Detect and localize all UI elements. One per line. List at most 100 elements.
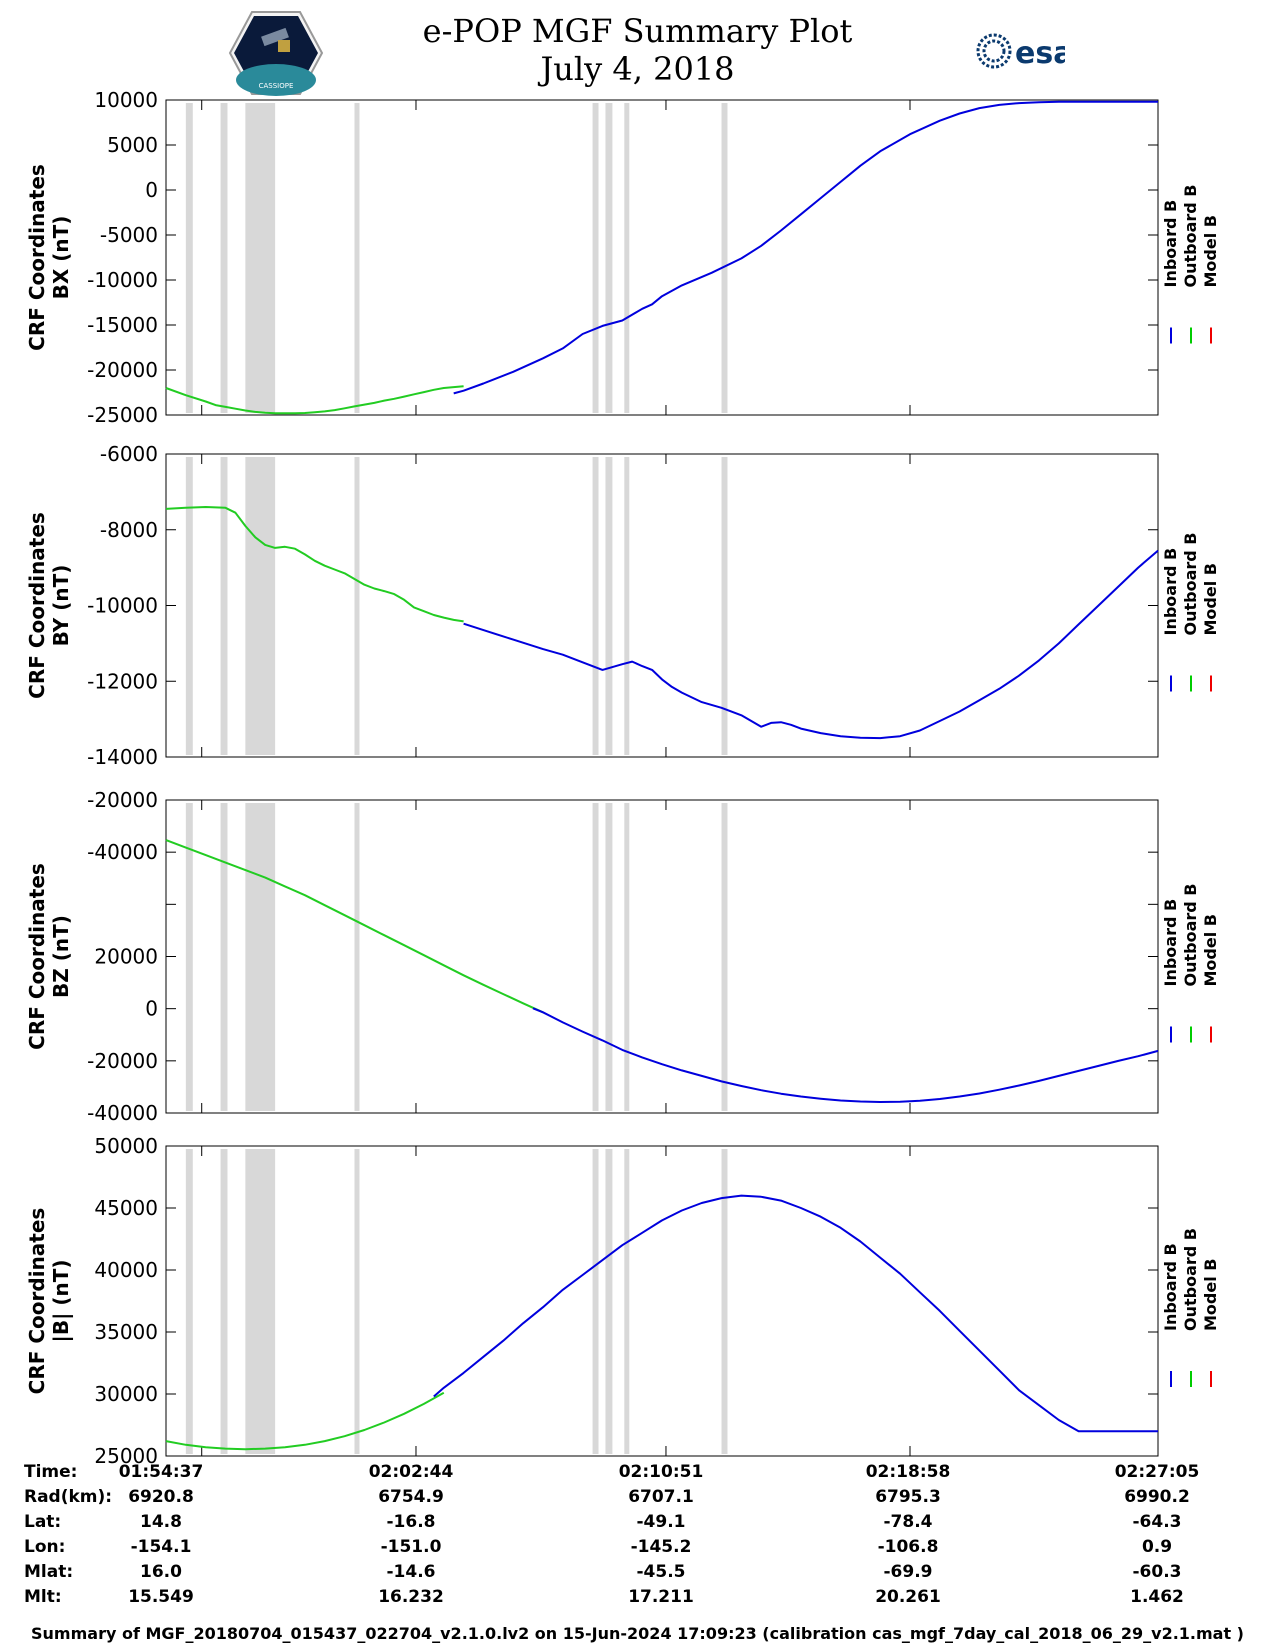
shaded-interval xyxy=(220,103,228,413)
shaded-interval xyxy=(624,1149,630,1454)
info-row: Lon: -154.1 -151.0 -145.2 -106.8 0.9 xyxy=(0,1537,1275,1561)
y-tick-label: -12000 xyxy=(87,669,158,693)
info-value: 16.0 xyxy=(140,1562,182,1582)
y-tick-label: -14000 xyxy=(87,745,158,769)
info-value: 02:10:51 xyxy=(618,1462,704,1482)
plot-frame xyxy=(165,1145,1159,1457)
svg-text:esa: esa xyxy=(1015,36,1065,71)
plot-frame xyxy=(165,453,1159,758)
legend-label: Model B xyxy=(1201,563,1220,635)
y-tick-label: -10000 xyxy=(87,268,158,292)
outboard-b-line xyxy=(165,506,464,623)
outboard-b-line xyxy=(165,385,464,415)
y-axis-label-line2: BZ (nT) xyxy=(49,915,73,998)
y-tick-label: -40000 xyxy=(87,1101,158,1125)
info-value: 0.9 xyxy=(1141,1537,1173,1557)
info-value: 17.211 xyxy=(628,1587,694,1607)
plot-title: e-POP MGF Summary Plot xyxy=(422,12,853,50)
y-tick-label: -20000 xyxy=(87,358,158,382)
inboard-b-line xyxy=(453,100,1158,395)
shaded-interval xyxy=(354,803,360,1111)
inboard-b-line xyxy=(532,1007,1159,1103)
info-row-label: Time: xyxy=(24,1462,78,1482)
info-value: -154.1 xyxy=(130,1537,192,1557)
info-value: 6795.3 xyxy=(875,1487,941,1507)
info-value: 16.232 xyxy=(378,1587,444,1607)
shaded-interval xyxy=(605,1149,613,1454)
info-row-label: Mlt: xyxy=(24,1587,62,1607)
legend: Inboard B Outboard B Model B xyxy=(1161,1228,1220,1387)
shaded-interval xyxy=(354,457,360,755)
title-block: e-POP MGF Summary Plot July 4, 2018 xyxy=(0,12,1275,88)
legend: Inboard B Outboard B Model B xyxy=(1161,185,1220,344)
info-value: -145.2 xyxy=(630,1537,692,1557)
legend-label: Model B xyxy=(1201,1259,1220,1331)
y-tick-label: 40000 xyxy=(94,1258,158,1282)
shaded-interval xyxy=(220,1149,228,1454)
shaded-interval xyxy=(592,803,599,1111)
shaded-interval xyxy=(721,1149,728,1454)
plot-date: July 4, 2018 xyxy=(540,50,735,88)
info-row-label: Rad(km): xyxy=(24,1487,113,1507)
info-value: -60.3 xyxy=(1132,1562,1182,1582)
y-axis-label-line2: |B| (nT) xyxy=(49,1260,73,1343)
info-value: 1.462 xyxy=(1130,1587,1184,1607)
info-row-label: Lat: xyxy=(24,1512,62,1532)
shaded-interval xyxy=(592,103,599,413)
shaded-interval xyxy=(354,1149,360,1454)
y-tick-label: 20000 xyxy=(94,945,158,969)
panel-3: -40000 -20000 0 20000 -40000 -20000 CRF Coordi… xyxy=(25,788,1220,1125)
info-row: Rad(km): 6920.8 6754.9 6707.1 6795.3 6990.2 xyxy=(0,1487,1275,1511)
y-tick-label: 50000 xyxy=(94,1134,158,1158)
legend-label: Model B xyxy=(1201,215,1220,287)
info-value: 02:02:44 xyxy=(368,1462,454,1482)
cassiope-logo: CASSIOPE xyxy=(228,10,324,100)
y-tick-label: -10000 xyxy=(87,594,158,618)
legend-label: Inboard B xyxy=(1161,548,1180,636)
y-tick-label: -20000 xyxy=(87,788,158,812)
shaded-interval xyxy=(624,457,630,755)
y-tick-label: 10000 xyxy=(94,88,158,112)
summary-footer: Summary of MGF_20180704_015437_022704_v2… xyxy=(31,1624,1244,1643)
y-tick-label: -5000 xyxy=(100,223,158,247)
y-axis-label-line2: BX (nT) xyxy=(49,216,73,300)
inboard-b-line xyxy=(433,1194,1158,1433)
info-row: Lat: 14.8 -16.8 -49.1 -78.4 -64.3 xyxy=(0,1512,1275,1536)
shaded-interval xyxy=(245,457,276,755)
info-value: 14.8 xyxy=(140,1512,182,1532)
shaded-interval xyxy=(605,457,613,755)
outboard-b-line xyxy=(165,1391,445,1451)
info-value: 6990.2 xyxy=(1124,1487,1190,1507)
legend-label: Outboard B xyxy=(1181,884,1200,987)
info-row-label: Mlat: xyxy=(24,1562,74,1582)
legend-label: Outboard B xyxy=(1181,185,1200,288)
info-value: -69.9 xyxy=(883,1562,933,1582)
shaded-interval xyxy=(245,1149,276,1454)
info-row-label: Lon: xyxy=(24,1537,66,1557)
info-value: 02:18:58 xyxy=(865,1462,951,1482)
shaded-interval xyxy=(624,803,630,1111)
panel-4: 25000 30000 35000 40000 45000 50000 CRF Coordi… xyxy=(25,1134,1220,1468)
info-value: 15.549 xyxy=(128,1587,194,1607)
y-tick-label: 5000 xyxy=(107,133,158,157)
shaded-interval xyxy=(245,803,276,1111)
y-tick-label: 45000 xyxy=(94,1196,158,1220)
info-value: -78.4 xyxy=(883,1512,933,1532)
y-axis-label-line1: CRF Coordinates xyxy=(25,164,49,351)
info-value: -16.8 xyxy=(386,1512,436,1532)
y-tick-label: 30000 xyxy=(94,1382,158,1406)
plot-frame xyxy=(165,799,1159,1114)
legend: Inboard B Outboard B Model B xyxy=(1161,884,1220,1043)
y-tick-label: 25000 xyxy=(94,1444,158,1468)
shaded-interval xyxy=(185,457,193,755)
info-value: 20.261 xyxy=(875,1587,941,1607)
shaded-interval xyxy=(721,103,728,413)
info-value: 6920.8 xyxy=(128,1487,194,1507)
y-axis-label-line1: CRF Coordinates xyxy=(25,863,49,1050)
legend-label: Outboard B xyxy=(1181,533,1200,636)
y-axis-label-line1: CRF Coordinates xyxy=(25,512,49,699)
info-value: 01:54:37 xyxy=(118,1462,204,1482)
info-row: Mlat: 16.0 -14.6 -45.5 -69.9 -60.3 xyxy=(0,1562,1275,1586)
y-tick-label: 35000 xyxy=(94,1320,158,1344)
